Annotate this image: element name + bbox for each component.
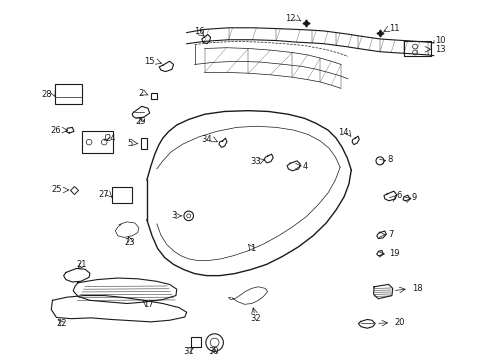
Text: 9: 9 (411, 193, 416, 202)
Text: 10: 10 (434, 36, 445, 45)
Text: 8: 8 (386, 155, 392, 164)
Text: 14: 14 (337, 129, 347, 138)
Text: 5: 5 (126, 139, 132, 148)
Text: 26: 26 (50, 126, 61, 135)
Text: 29: 29 (135, 117, 146, 126)
Text: 4: 4 (302, 162, 307, 171)
Text: 17: 17 (142, 300, 153, 309)
Text: 7: 7 (388, 230, 393, 239)
Text: 31: 31 (183, 347, 194, 356)
Text: 18: 18 (411, 284, 422, 293)
Text: 6: 6 (395, 191, 401, 200)
Text: 13: 13 (434, 45, 445, 54)
Text: 16: 16 (194, 27, 205, 36)
Text: 19: 19 (388, 249, 398, 258)
Text: 23: 23 (124, 238, 135, 247)
Text: 32: 32 (250, 314, 261, 323)
Text: 33: 33 (250, 157, 261, 166)
Text: 3: 3 (171, 211, 176, 220)
Text: 34: 34 (201, 135, 211, 144)
Text: 25: 25 (51, 185, 62, 194)
Text: 28: 28 (42, 90, 52, 99)
Text: 12: 12 (285, 14, 295, 23)
Text: 20: 20 (393, 318, 404, 327)
Text: 24: 24 (105, 134, 115, 143)
Text: 21: 21 (77, 260, 87, 269)
Text: 1: 1 (249, 244, 255, 253)
Text: 30: 30 (208, 347, 218, 356)
Text: 27: 27 (98, 190, 109, 199)
Text: 22: 22 (56, 319, 66, 328)
Text: 2: 2 (139, 89, 144, 98)
Text: 11: 11 (388, 24, 398, 33)
Text: 15: 15 (144, 57, 155, 66)
